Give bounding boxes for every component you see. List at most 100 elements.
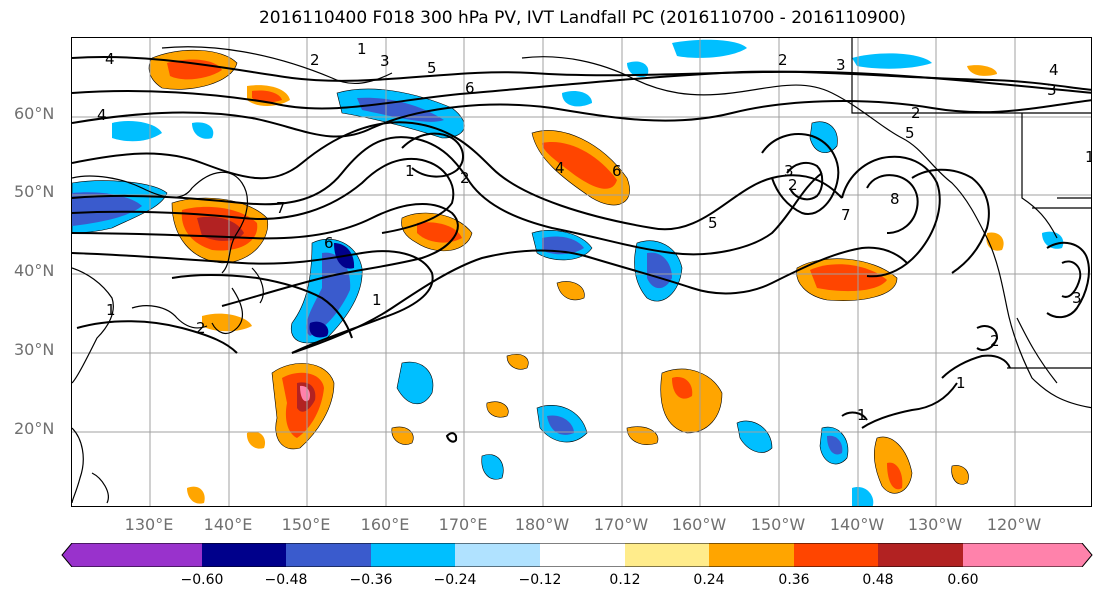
pv-anomaly-pos (967, 65, 997, 76)
pv-anomaly-pos (887, 462, 903, 490)
lon-label: 130°W (907, 515, 963, 534)
lon-label: 150°E (281, 515, 331, 534)
contour-label: 2 (778, 51, 788, 69)
contour-label: 3 (784, 162, 794, 180)
lat-label: 20°N (14, 419, 55, 438)
pv-anomaly-pos (202, 313, 252, 332)
pv-anomaly-neg (736, 420, 773, 453)
pv-anomaly-neg (309, 321, 329, 338)
colorbar-segment (371, 543, 455, 567)
contour-label: 7 (276, 199, 286, 217)
contour-label: 1 (372, 291, 382, 309)
pv-anomaly-pos (542, 142, 617, 189)
contour-label: 1 (1085, 148, 1092, 166)
colorbar-tick-label: −0.48 (264, 572, 308, 588)
contour-labels: 4 4 1 2 3 5 6 1 2 7 6 1 1 2 2 3 4 3 4 6 … (97, 40, 1092, 424)
colorbar-outline (61, 543, 1093, 567)
colorbar-segment (794, 543, 878, 567)
lon-label: 130°E (124, 515, 174, 534)
contour-label: 2 (911, 104, 921, 122)
pv-anomaly-pos (810, 264, 887, 292)
lat-label: 50°N (14, 182, 55, 201)
colorbar-tick-label: −0.36 (349, 572, 393, 588)
contour-label: 2 (196, 319, 206, 337)
pv-anomaly-neg (542, 236, 584, 255)
pv-anomaly-neg (192, 122, 214, 139)
lat-label: 40°N (14, 261, 55, 280)
pv-anomaly-pos (486, 401, 509, 418)
contour-label: 5 (708, 214, 718, 232)
map-panel: 4 4 1 2 3 5 6 1 2 7 6 1 1 2 2 3 4 3 4 6 … (71, 37, 1092, 507)
pv-anomaly-neg (112, 121, 162, 142)
lat-label: 30°N (14, 340, 55, 359)
pv-anomaly-pos (246, 431, 266, 449)
contour-label: 4 (555, 159, 565, 177)
contour-label: 1 (357, 40, 367, 58)
colorbar-tick-label: −0.60 (180, 572, 224, 588)
contour-label: 5 (905, 124, 915, 142)
contour-label: 3 (1072, 289, 1082, 307)
pv-anomaly-pos (417, 222, 462, 243)
colorbar-segment (202, 543, 286, 567)
colorbar-tick-label: 0.48 (862, 572, 894, 588)
pv-anomaly-neg (852, 487, 874, 506)
colorbar-segment (455, 543, 540, 567)
contour-label: 1 (857, 406, 867, 424)
colorbar-segment (709, 543, 794, 567)
pv-shading (72, 39, 1064, 506)
colorbar-segment (286, 543, 371, 567)
contour-label: 5 (427, 59, 437, 77)
contour-label: 8 (890, 190, 900, 208)
pv-anomaly-pos (391, 426, 414, 445)
lon-label: 170°E (438, 515, 488, 534)
pv-anomaly-neg (1042, 231, 1064, 249)
pv-anomaly-neg (852, 53, 932, 69)
contour-label: 4 (1049, 61, 1059, 79)
contour-label: 3 (380, 52, 390, 70)
pv-anomaly-neg (481, 454, 504, 480)
contour-label: 3 (1047, 81, 1057, 99)
colorbar-segment (963, 543, 1092, 567)
pv-anomaly-neg (72, 192, 142, 226)
colorbar-segment (540, 543, 625, 567)
pv-anomaly-neg (396, 361, 434, 404)
height-contours (72, 56, 1091, 443)
contour-label: 4 (105, 50, 115, 68)
lon-label: 140°E (203, 515, 253, 534)
contour-label: 1 (106, 301, 116, 319)
pv-anomaly-pos (252, 90, 282, 103)
contour-label: 2 (990, 332, 1000, 350)
contour-label: 6 (612, 162, 622, 180)
colorbar-tick-label: −0.12 (518, 572, 562, 588)
contour-label: 2 (310, 51, 320, 69)
pv-anomaly-pos (660, 368, 723, 434)
lon-label: 160°E (360, 515, 410, 534)
coastlines (72, 38, 1091, 504)
graticule (72, 38, 1091, 506)
contour-label: 7 (841, 206, 851, 224)
colorbar-segment (62, 543, 202, 567)
contour-label: 2 (788, 176, 798, 194)
pv-anomaly-pos (556, 281, 585, 301)
pv-anomaly-neg (809, 121, 838, 153)
contour-label: 1 (956, 374, 966, 392)
pv-anomaly-pos (197, 216, 244, 241)
colorbar (61, 543, 1093, 567)
contour-label: 6 (324, 234, 334, 252)
pv-anomaly-pos (506, 354, 529, 370)
lon-label: 140°W (829, 515, 885, 534)
contour-label: 4 (97, 106, 107, 124)
pv-anomaly-pos (672, 377, 693, 399)
lon-label: 160°W (671, 515, 727, 534)
pv-anomaly-neg (672, 39, 747, 58)
colorbar-tick-label: −0.24 (433, 572, 477, 588)
colorbar-tick-label: 0.60 (947, 572, 979, 588)
contour-label: 1 (405, 162, 415, 180)
contour-label: 2 (460, 169, 470, 187)
lon-label: 180°W (514, 515, 570, 534)
contour-label: 6 (465, 79, 475, 97)
lon-label: 150°W (750, 515, 806, 534)
pv-anomaly-neg (547, 415, 574, 435)
pv-anomaly-neg (562, 91, 592, 107)
pv-anomaly-neg (827, 435, 843, 455)
